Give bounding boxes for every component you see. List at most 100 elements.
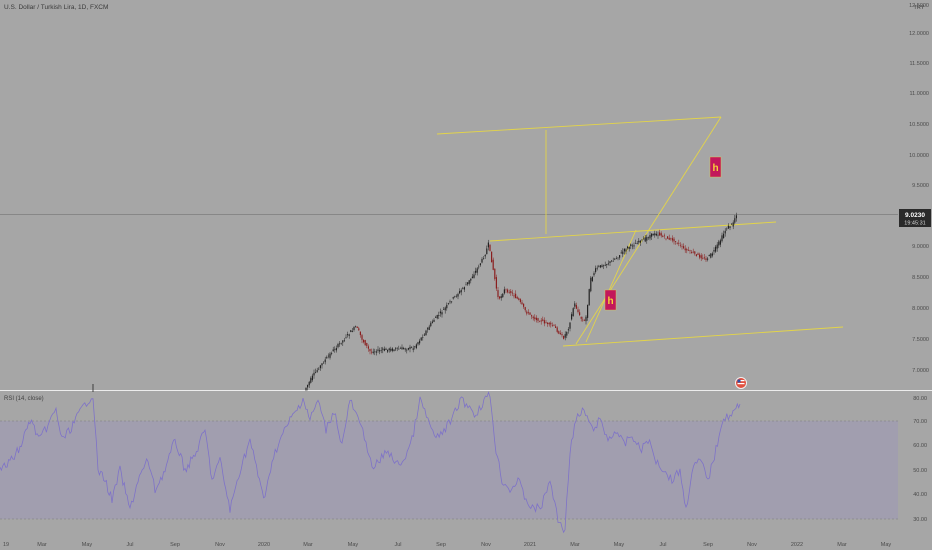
candle-body — [366, 342, 368, 347]
candle-body — [478, 266, 480, 268]
candle-body — [454, 296, 456, 297]
candle-body — [503, 289, 505, 294]
candle-body — [492, 259, 494, 270]
candle-body — [433, 319, 435, 322]
time-tick-label: May — [82, 542, 93, 548]
candle-body — [601, 265, 603, 267]
time-tick-label: Mar — [37, 542, 47, 548]
time-tick-label: Sep — [703, 542, 713, 548]
candle-body — [559, 333, 561, 335]
candle-body — [343, 339, 345, 341]
candle-body — [702, 257, 704, 259]
candle-body — [332, 349, 334, 352]
candle-body — [636, 243, 638, 245]
candle-body — [654, 233, 656, 236]
time-tick-label: Jul — [394, 542, 401, 548]
candle-body — [718, 241, 720, 246]
candle-body — [734, 218, 736, 223]
us-flag-event-icon[interactable] — [735, 377, 747, 389]
main-pane[interactable] — [0, 0, 898, 390]
candle-body — [436, 314, 438, 319]
candle-body — [607, 263, 609, 265]
time-tick-label: May — [348, 542, 359, 548]
candle-body — [324, 359, 326, 363]
candle-body — [383, 348, 385, 351]
currency-badge: TRY — [914, 5, 925, 11]
candle-body — [535, 317, 537, 321]
candle-body — [732, 222, 734, 227]
candle-body — [347, 334, 349, 336]
candle-body — [703, 257, 705, 259]
rsi-title: RSI (14, close) — [4, 396, 44, 402]
candle-body — [646, 237, 648, 241]
candle-body — [657, 234, 659, 236]
candle-body — [329, 353, 331, 358]
candle-body — [479, 263, 481, 266]
candle-body — [571, 314, 573, 320]
price-tick-label: 11.5000 — [910, 61, 929, 67]
time-axis[interactable] — [0, 537, 932, 550]
price-tick-label: 8.5000 — [912, 275, 929, 281]
candle-body — [390, 348, 392, 351]
time-tick-label: Nov — [747, 542, 757, 548]
candle-body — [358, 328, 360, 331]
channel-line[interactable] — [562, 326, 844, 347]
candle-body — [411, 347, 413, 348]
candle-body — [364, 340, 366, 346]
candle-body — [595, 268, 597, 272]
candle-body — [684, 248, 686, 251]
candle-body — [457, 293, 459, 297]
candle-body — [422, 337, 424, 338]
candle-body — [419, 340, 421, 344]
time-tick-label: Mar — [837, 542, 847, 548]
candle-body — [518, 298, 520, 300]
candle-body — [655, 233, 657, 236]
channel-line[interactable] — [575, 116, 722, 345]
candle-body — [513, 295, 515, 297]
candle-body — [428, 326, 430, 330]
candle-body — [556, 327, 558, 332]
price-tick-label: 9.0000 — [912, 244, 929, 250]
candle-body — [505, 289, 507, 291]
candle-body — [719, 240, 721, 245]
candle-body — [321, 363, 323, 366]
candle-body — [316, 370, 318, 372]
candle-body — [567, 329, 569, 331]
candle-body — [511, 292, 513, 294]
candle-body — [708, 255, 710, 257]
candle-body — [463, 287, 465, 290]
candle-body — [465, 284, 467, 286]
candle-body — [407, 348, 409, 350]
candle-body — [532, 316, 534, 319]
candle-body — [631, 245, 633, 247]
candle-body — [652, 233, 654, 236]
rsi-axis-labels: 80.00 70.00 60.00 50.00 40.00 30.00 — [913, 396, 927, 523]
candle-body — [435, 317, 437, 319]
candle-body — [670, 237, 672, 239]
price-axis[interactable] — [898, 0, 932, 537]
channel-line[interactable] — [436, 116, 722, 135]
candle-body — [729, 226, 731, 228]
candle-body — [404, 348, 406, 350]
annotation-h-2[interactable]: h — [604, 289, 617, 311]
annotation-h-1[interactable]: h — [709, 156, 722, 178]
candle-body — [447, 303, 449, 304]
rsi-tick-label: 50.00 — [913, 468, 927, 474]
svg-text:h: h — [712, 163, 718, 174]
candle-body — [363, 339, 365, 343]
candle-body — [623, 248, 625, 252]
candle-body — [707, 258, 709, 260]
candle-body — [625, 249, 627, 252]
chart-title: U.S. Dollar / Turkish Lira, 1D, FXCM — [4, 4, 108, 11]
candle-body — [486, 248, 488, 255]
current-price-label: 9.0230 19:45:31 — [899, 209, 931, 227]
candle-body — [673, 238, 675, 242]
candle-body — [587, 304, 589, 318]
candle-body — [334, 349, 336, 350]
candle-body — [577, 309, 579, 313]
candle-body — [502, 293, 504, 298]
candle-body — [716, 244, 718, 249]
candle-body — [603, 265, 605, 267]
candle-body — [686, 249, 688, 251]
